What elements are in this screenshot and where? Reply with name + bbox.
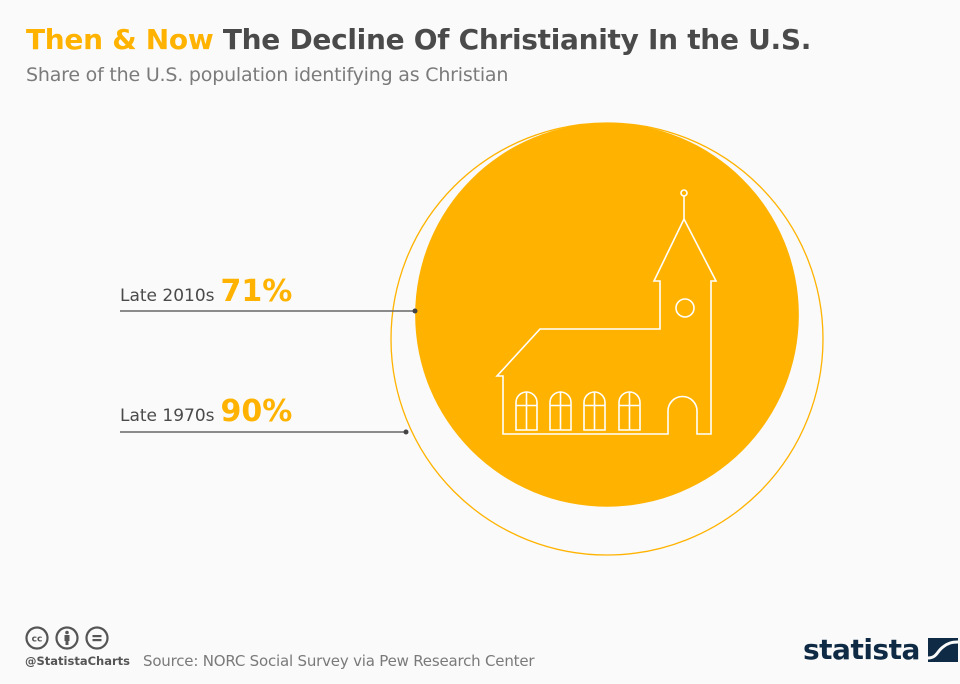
church-window [618,391,641,431]
period-label: Late 1970s [120,406,215,426]
statista-logo[interactable]: statista [803,636,958,664]
clock-circle [675,298,695,318]
nd-equals-icon[interactable] [85,626,109,650]
title-accent: Then & Now [26,23,214,56]
license-icons: cc [25,626,109,650]
statista-handle[interactable]: @StatistaCharts [25,654,130,668]
statista-logo-icon [927,638,958,662]
church-window [549,391,572,431]
church-window [515,391,538,431]
cc-icon[interactable]: cc [25,626,49,650]
period-label: Late 2010s [120,286,215,306]
statista-wordmark: statista [803,633,920,666]
church-window [583,391,606,431]
chart-subtitle: Share of the U.S. population identifying… [26,64,509,86]
chart-title: Then & Now The Decline Of Christianity I… [26,23,811,56]
leader-dot-late-1970s [403,429,409,435]
church-outline [495,217,718,435]
circle-late-2010s [415,123,799,507]
title-main: The Decline Of Christianity In the U.S. [222,23,812,56]
source-text: Source: NORC Social Survey via Pew Resea… [143,652,535,670]
windows [515,391,641,431]
value-label: 90% [220,394,293,429]
svg-text:cc: cc [32,635,43,645]
church-icon [495,189,718,435]
leader-dot-late-2010s [412,308,418,314]
label-late-2010s: Late 2010s 71% [120,274,292,309]
value-label: 71% [220,274,293,309]
by-attribution-icon[interactable] [55,626,79,650]
label-late-1970s: Late 1970s 90% [120,394,292,429]
